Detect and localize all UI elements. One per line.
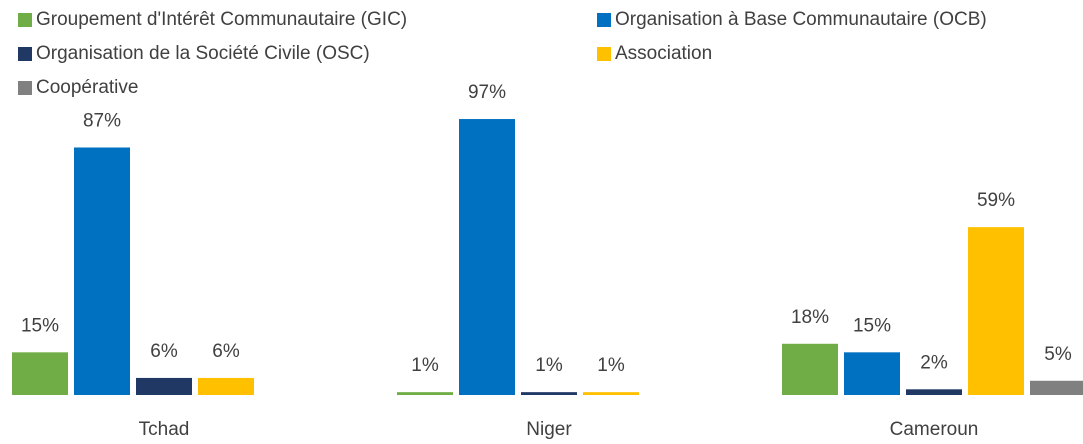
data-label: 97%	[468, 82, 506, 103]
legend-swatch	[18, 47, 32, 61]
legend-label: Association	[615, 43, 712, 64]
bar	[1030, 380, 1083, 395]
data-label: 1%	[411, 355, 439, 376]
data-label: 59%	[977, 190, 1015, 211]
data-label: 15%	[21, 315, 59, 336]
legend-swatch	[18, 13, 32, 27]
bar	[782, 343, 838, 395]
legend-swatch	[597, 13, 611, 27]
bar	[968, 227, 1024, 395]
bar	[583, 392, 639, 395]
legend-label: Groupement d'Intérêt Communautaire (GIC)	[36, 9, 407, 30]
legend-swatch	[597, 47, 611, 61]
bar	[136, 377, 192, 395]
bar	[521, 392, 577, 395]
bar	[198, 377, 254, 395]
data-label: 15%	[853, 315, 891, 336]
bar	[906, 389, 962, 395]
x-tick-label: Niger	[526, 419, 572, 440]
bar	[397, 392, 453, 395]
data-label: 1%	[535, 355, 563, 376]
legend-label: Organisation de la Société Civile (OSC)	[36, 43, 370, 64]
legend-swatch	[18, 81, 32, 95]
data-label: 5%	[1044, 344, 1072, 365]
bar	[844, 352, 900, 395]
data-label: 2%	[920, 352, 948, 373]
data-label: 1%	[597, 355, 625, 376]
data-label: 87%	[83, 111, 121, 132]
data-label: 18%	[791, 307, 829, 328]
legend-label: Organisation à Base Communautaire (OCB)	[615, 9, 987, 30]
legend-label: Coopérative	[36, 77, 138, 98]
x-tick-label: Cameroun	[890, 419, 979, 440]
bar	[459, 119, 515, 395]
x-tick-label: Tchad	[139, 419, 190, 440]
bar	[74, 147, 130, 395]
data-label: 6%	[212, 341, 240, 362]
data-label: 6%	[150, 341, 178, 362]
bar	[12, 352, 68, 395]
